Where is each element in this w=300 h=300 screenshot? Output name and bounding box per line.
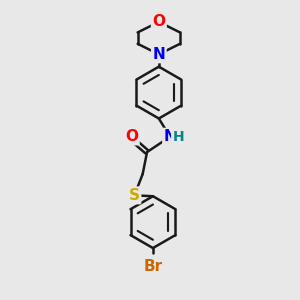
Text: O: O	[125, 129, 138, 144]
Text: N: N	[164, 129, 176, 144]
Text: S: S	[129, 188, 140, 203]
Text: H: H	[172, 130, 184, 144]
Text: Br: Br	[143, 259, 163, 274]
Text: O: O	[152, 14, 165, 29]
Text: N: N	[152, 47, 165, 62]
